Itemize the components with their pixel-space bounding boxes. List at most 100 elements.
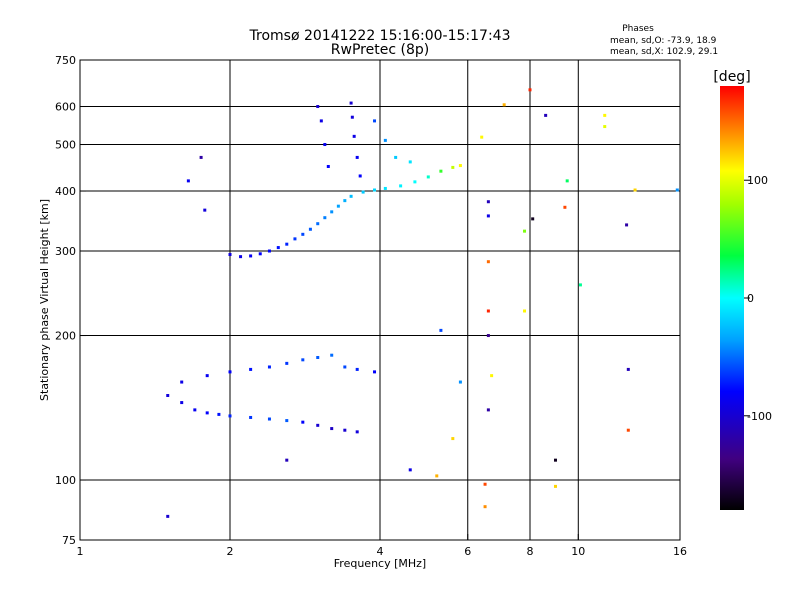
data-point <box>483 505 487 509</box>
chart-title: Tromsø 20141222 15:16:00-15:17:43 <box>249 28 511 44</box>
data-point <box>343 365 347 369</box>
data-point <box>399 184 403 188</box>
data-point <box>350 115 354 119</box>
data-points <box>166 88 679 518</box>
data-point <box>486 408 490 412</box>
data-point <box>486 309 490 313</box>
data-point <box>435 474 439 478</box>
phases-line-x: mean, sd,X: 102.9, 29.1 <box>610 47 718 57</box>
data-point <box>358 174 362 178</box>
data-point <box>486 200 490 204</box>
data-point <box>439 328 443 332</box>
data-point <box>458 380 462 384</box>
data-point <box>675 188 679 192</box>
data-point <box>301 232 305 236</box>
data-point <box>205 374 209 378</box>
data-point <box>276 246 280 250</box>
data-point <box>633 188 637 192</box>
data-point <box>249 367 253 371</box>
data-point <box>373 119 377 123</box>
data-point <box>343 199 347 203</box>
data-point <box>217 412 221 416</box>
data-point <box>293 237 297 241</box>
data-point <box>544 113 548 117</box>
chart-subtitle: RwPretec (8p) <box>331 42 429 58</box>
y-tick-label: 75 <box>62 534 76 547</box>
data-point <box>330 210 334 214</box>
colorbar-label: [deg] <box>713 69 750 85</box>
data-point <box>408 468 412 472</box>
x-tick-label: 8 <box>527 545 534 558</box>
x-tick-label: 16 <box>673 545 687 558</box>
data-point <box>355 155 359 159</box>
data-point <box>486 214 490 218</box>
data-point <box>186 179 190 183</box>
data-point <box>249 415 253 419</box>
data-point <box>285 361 289 365</box>
x-tick-label: 10 <box>571 545 585 558</box>
data-point <box>199 155 203 159</box>
colorbar-tick-label: 100 <box>747 174 768 187</box>
data-point <box>626 428 630 432</box>
data-point <box>180 380 184 384</box>
y-axis-label: Stationary phase Virtual Height [km] <box>38 199 51 401</box>
data-point <box>373 370 377 374</box>
colorbar-ticks: 100 0 -100 <box>744 174 772 423</box>
data-point <box>531 217 535 221</box>
data-point <box>490 374 494 378</box>
data-point <box>193 408 197 412</box>
data-point <box>319 119 323 123</box>
data-point <box>349 194 353 198</box>
data-point <box>285 419 289 423</box>
phases-line-o: mean, sd,O: -73.9, 18.9 <box>610 36 717 46</box>
data-point <box>343 428 347 432</box>
plot-frame <box>79 59 681 541</box>
x-tick-label: 1 <box>77 545 84 558</box>
data-point <box>373 188 377 192</box>
data-point <box>336 204 340 208</box>
data-point <box>316 423 320 427</box>
data-point <box>285 242 289 246</box>
data-point <box>323 216 327 220</box>
x-tick-label: 2 <box>227 545 234 558</box>
data-point <box>565 179 569 183</box>
data-point <box>523 229 527 233</box>
data-point <box>486 260 490 264</box>
data-point <box>394 155 398 159</box>
data-point <box>203 208 207 212</box>
data-point <box>326 164 330 168</box>
data-point <box>308 227 312 231</box>
data-point <box>349 101 353 105</box>
data-point <box>486 334 490 338</box>
data-point <box>451 437 455 441</box>
data-point <box>355 430 359 434</box>
data-point <box>316 355 320 359</box>
data-point <box>228 370 232 374</box>
grid-lines <box>80 60 680 540</box>
data-point <box>361 190 365 194</box>
y-tick-label: 600 <box>55 101 76 114</box>
colorbar-tick-label: -100 <box>747 410 772 423</box>
data-point <box>603 113 607 117</box>
y-tick-label: 300 <box>55 245 76 258</box>
data-point <box>166 514 170 518</box>
data-point <box>330 353 334 357</box>
data-point <box>166 394 170 398</box>
data-point <box>330 427 334 431</box>
data-point <box>553 484 557 488</box>
data-point <box>578 283 582 287</box>
data-point <box>528 88 532 92</box>
data-point <box>426 175 430 179</box>
data-point <box>458 164 462 168</box>
x-axis-ticks: 1 2 4 6 8 10 16 <box>77 534 687 558</box>
y-tick-label: 750 <box>55 54 76 67</box>
data-point <box>413 180 417 184</box>
x-tick-label: 4 <box>377 545 384 558</box>
y-tick-label: 100 <box>55 474 76 487</box>
y-tick-label: 400 <box>55 185 76 198</box>
data-point <box>439 169 443 173</box>
data-point <box>228 253 232 257</box>
data-point <box>301 358 305 362</box>
data-point <box>355 367 359 371</box>
